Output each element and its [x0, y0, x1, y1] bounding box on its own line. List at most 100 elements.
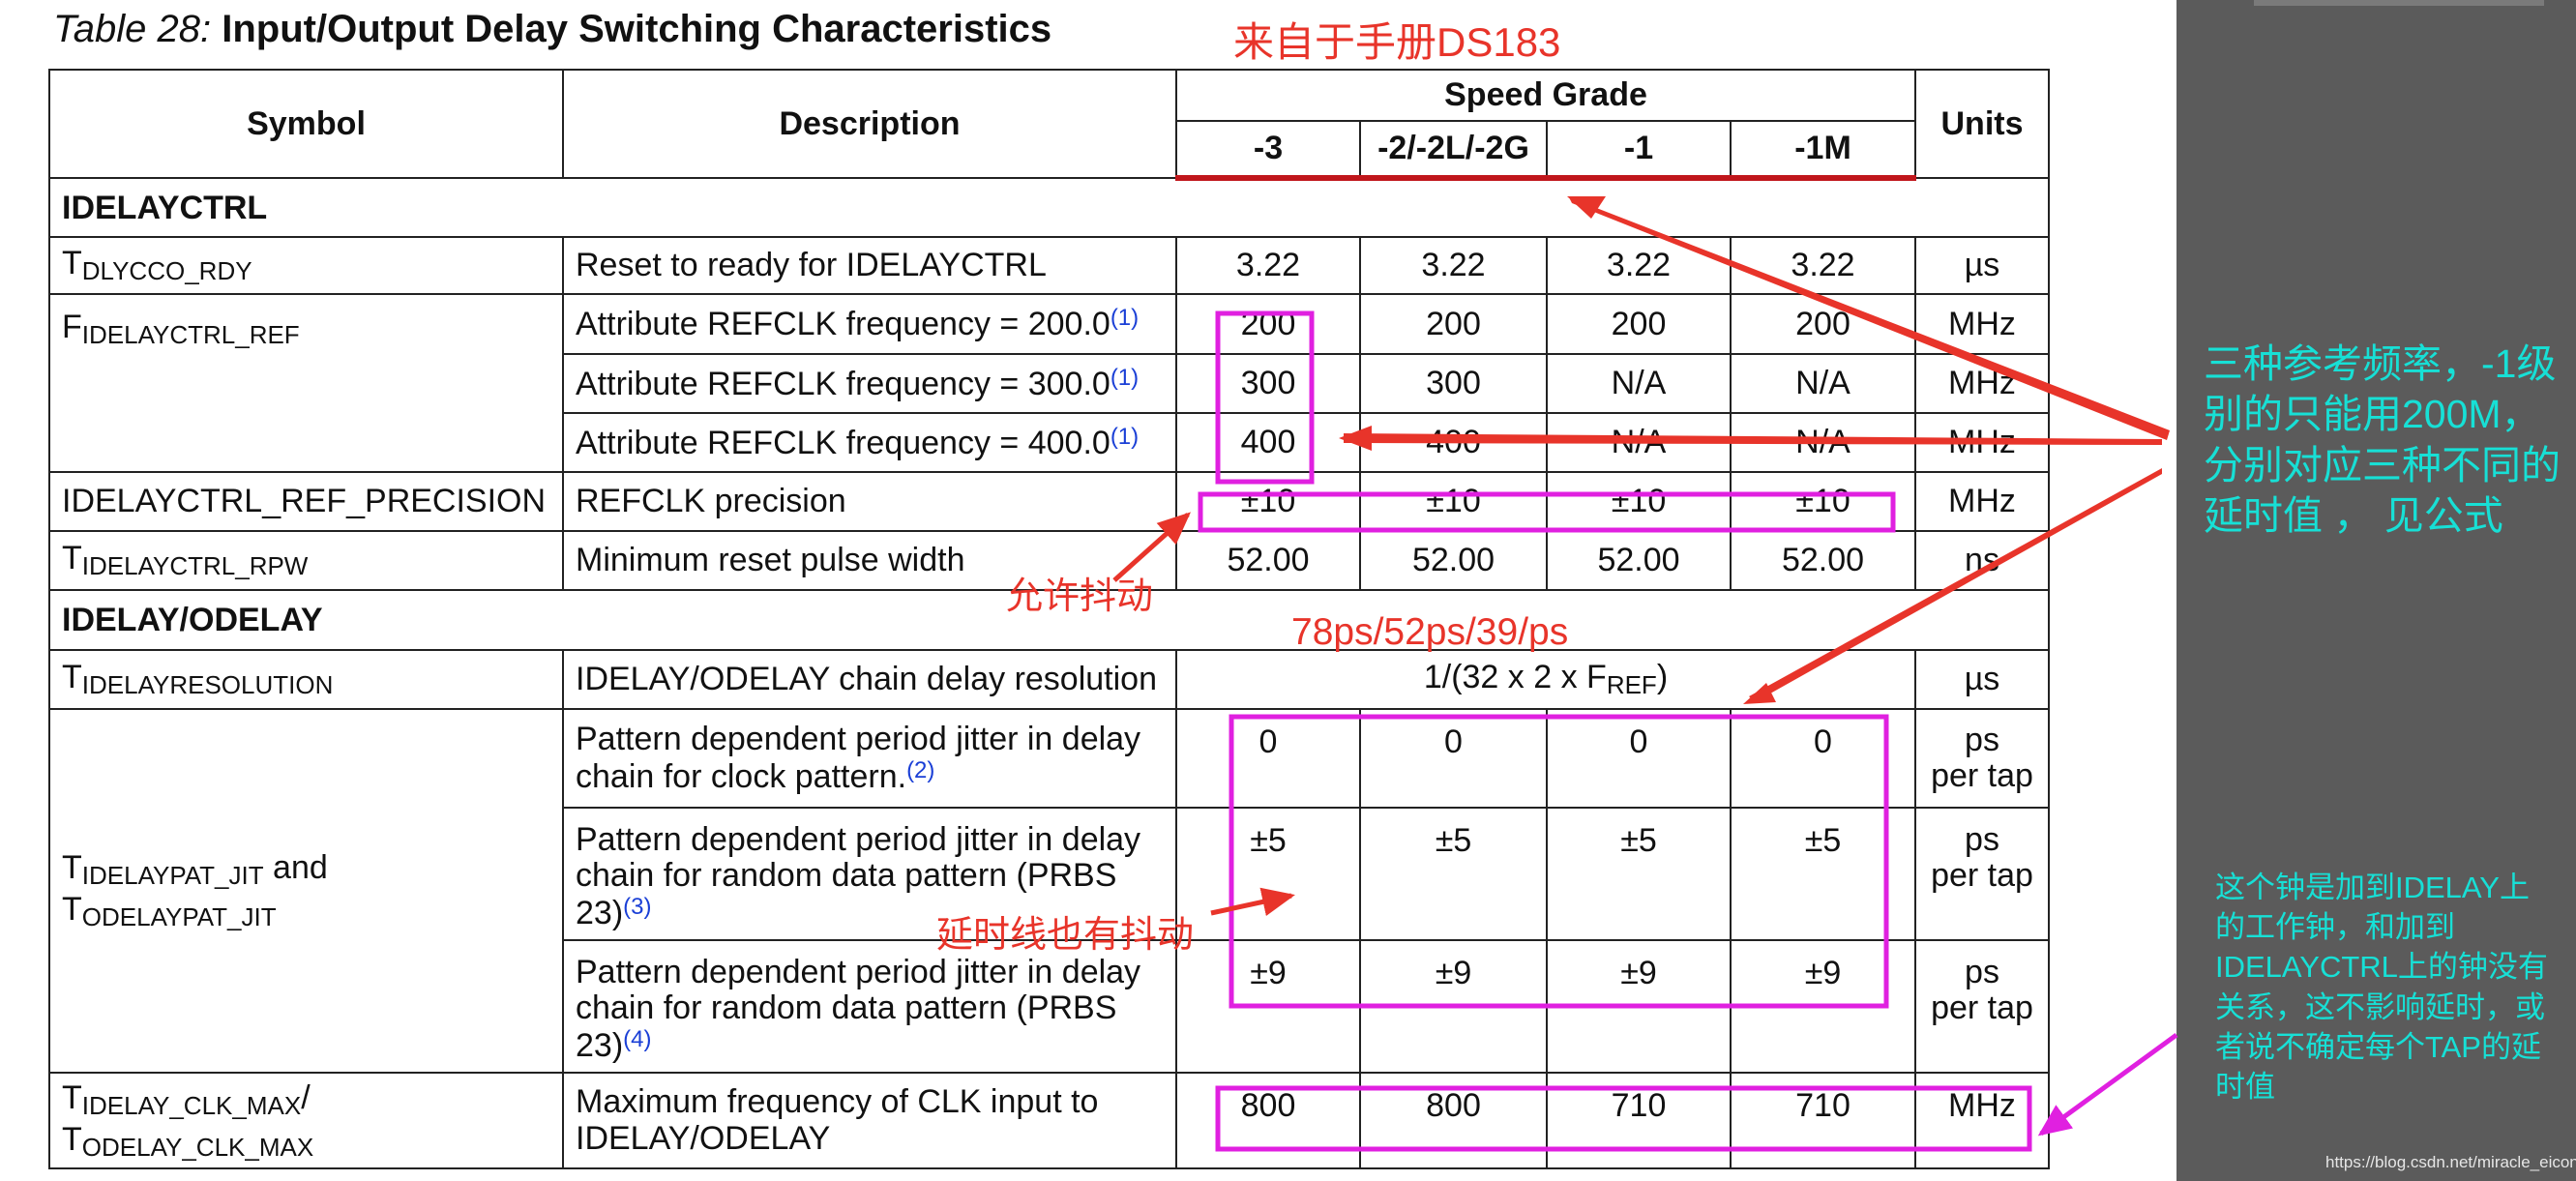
- header-grade: -1M: [1730, 120, 1916, 181]
- header-grade: -1: [1546, 120, 1732, 181]
- delay-values-annotation: 78ps/52ps/39/ps: [1291, 611, 1569, 653]
- value-cell: N/A: [1546, 353, 1732, 414]
- symbol-cell: IDELAYCTRL_REF_PRECISION: [48, 471, 564, 532]
- arrow-to-formula-head: [1743, 683, 1776, 704]
- description-cell: Pattern dependent period jitter in delay…: [562, 939, 1177, 1074]
- description-cell: Pattern dependent period jitter in delay…: [562, 807, 1177, 941]
- arrow-to-speed-grade-head: [1567, 196, 1606, 219]
- table-row: Attribute REFCLK frequency = 300.0(1) 30…: [49, 353, 2050, 414]
- footnote-ref: (1): [1110, 364, 1140, 391]
- source-annotation: 来自于手册DS183: [1233, 19, 1561, 65]
- value-cell: ±10: [1175, 471, 1361, 532]
- arrow-to-jitter-box: [1210, 887, 1295, 917]
- header-row-top: Symbol Description Speed Grade Units: [48, 69, 2050, 179]
- table-number: Table 28:: [53, 8, 212, 50]
- value-cell: 300: [1359, 353, 1548, 414]
- description-cell: Maximum frequency of CLK input to IDELAY…: [562, 1072, 1177, 1169]
- description-cell: Attribute REFCLK frequency = 300.0(1): [562, 353, 1177, 414]
- value-cell: 0: [1359, 708, 1548, 809]
- header-grade: -2/-2L/-2G: [1359, 120, 1548, 181]
- value-cell: ±5: [1175, 807, 1361, 941]
- clk-annotation: 这个钟是加到IDELAY上的工作钟，和加到IDELAYCTRL上的钟没有关系，这…: [2215, 871, 2548, 1105]
- unit-cell: ps per tap: [1914, 939, 2050, 1074]
- table-row: TDLYCCO_RDY Reset to ready for IDELAYCTR…: [48, 236, 2050, 295]
- value-cell: ±10: [1359, 471, 1548, 532]
- panel-top-strip: [2254, 0, 2544, 6]
- arrow-to-ref-values-head: [1339, 426, 1372, 451]
- highlight-box-clk-max: [1215, 1085, 2032, 1152]
- header-units: Units: [1914, 69, 2050, 179]
- arrow-to-precision: [1112, 512, 1191, 582]
- table-row: FIDELAYCTRL_REF Attribute REFCLK frequen…: [48, 293, 2050, 473]
- section-idelayctrl: IDELAYCTRL: [48, 177, 2050, 238]
- description-cell: REFCLK precision: [562, 471, 1177, 532]
- unit-cell: ps per tap: [1914, 807, 2050, 941]
- symbol-cell: TIDELAYRESOLUTION: [48, 649, 564, 710]
- table-title-text: Input/Output Delay Switching Characteris…: [222, 8, 1052, 50]
- value-cell: N/A: [1730, 353, 1916, 414]
- highlight-box-jitter: [1229, 714, 1889, 1009]
- value-cell: 52.00: [1546, 530, 1732, 591]
- freq-annotation: 三种参考频率，-1级别的只能用200M，分别对应三种不同的延时值 ， 见公式: [2204, 341, 2561, 539]
- table-row: Pattern dependent period jitter in delay…: [49, 807, 2050, 941]
- footnote-ref: (4): [623, 1025, 652, 1052]
- line-jitter-annotation: 延时线也有抖动: [936, 915, 1195, 956]
- header-symbol: Symbol: [48, 69, 564, 179]
- value-cell: 3.22: [1546, 236, 1732, 295]
- highlight-box-precision: [1198, 491, 1896, 533]
- footnote-ref: (1): [1110, 305, 1140, 331]
- header-grade: -3: [1175, 120, 1361, 181]
- table-row: TIDELAYRESOLUTION IDELAY/ODELAY chain de…: [48, 649, 2050, 710]
- unit-cell: MHz: [1914, 471, 2050, 532]
- table-row: TIDELAYCTRL_RPW Minimum reset pulse widt…: [48, 530, 2050, 591]
- description-cell: Pattern dependent period jitter in delay…: [562, 708, 1177, 809]
- symbol-cell: FIDELAYCTRL_REF: [48, 293, 564, 473]
- value-cell: ±10: [1730, 471, 1916, 532]
- value-cell: 200: [1359, 293, 1548, 355]
- unit-cell: ns: [1914, 530, 2050, 591]
- spec-table: Symbol Description Speed Grade Units -3 …: [48, 69, 2050, 1169]
- description-cell: IDELAY/ODELAY chain delay resolution: [562, 649, 1177, 710]
- description-cell: Attribute REFCLK frequency = 400.0(1): [562, 412, 1177, 473]
- value-cell: 200: [1175, 293, 1361, 355]
- symbol-cell: TDLYCCO_RDY: [48, 236, 564, 295]
- highlight-box-ref-freq: [1215, 310, 1315, 485]
- arrow-to-ref-values: [1344, 433, 2162, 445]
- unit-cell: ps per tap: [1914, 708, 2050, 809]
- footnote-ref: (1): [1110, 423, 1140, 450]
- annotation-panel: [2176, 0, 2576, 1181]
- value-cell: ±5: [1359, 807, 1548, 941]
- section-row: IDELAY/ODELAY: [48, 589, 2050, 651]
- header-description: Description: [562, 69, 1177, 179]
- section-row: IDELAYCTRL: [48, 177, 2050, 238]
- symbol-cell: TIDELAYCTRL_RPW: [48, 530, 564, 591]
- value-cell: 400: [1175, 412, 1361, 473]
- value-cell: 0: [1175, 708, 1361, 809]
- value-cell: 200: [1546, 293, 1732, 355]
- table-row: TIDELAYPAT_JIT and TODELAYPAT_JIT Patter…: [48, 708, 2050, 1074]
- table-row: IDELAYCTRL_REF_PRECISION REFCLK precisio…: [48, 471, 2050, 532]
- value-cell: ±5: [1546, 807, 1732, 941]
- footnote-ref: (3): [623, 893, 652, 920]
- symbol-cell: TIDELAY_CLK_MAX/ TODELAY_CLK_MAX: [48, 1072, 564, 1169]
- table-row: TIDELAY_CLK_MAX/ TODELAY_CLK_MAX Maximum…: [48, 1072, 2050, 1169]
- jitter-annotation: 允许抖动: [1006, 576, 1154, 617]
- header-speed-grade: Speed Grade: [1175, 69, 1916, 122]
- table-title: Table 28: Input/Output Delay Switching C…: [53, 8, 1051, 51]
- section-idelay-odelay: IDELAY/ODELAY: [48, 589, 2050, 651]
- value-cell: 3.22: [1175, 236, 1361, 295]
- arrow-to-clk-max: [2037, 1032, 2178, 1137]
- value-cell: ±10: [1546, 471, 1732, 532]
- value-cell: 300: [1175, 353, 1361, 414]
- value-cell: 3.22: [1359, 236, 1548, 295]
- description-cell: Reset to ready for IDELAYCTRL: [562, 236, 1177, 295]
- footnote-ref: (2): [906, 756, 935, 783]
- symbol-cell: TIDELAYPAT_JIT and TODELAYPAT_JIT: [48, 708, 564, 1074]
- value-cell: 3.22: [1730, 236, 1916, 295]
- unit-cell: µs: [1914, 236, 2050, 295]
- description-cell: Attribute REFCLK frequency = 200.0(1): [562, 293, 1177, 355]
- header-row-grades: -3 -2/-2L/-2G -1 -1M: [49, 120, 2049, 181]
- arrow-to-speed-grade: [1569, 197, 2170, 440]
- arrow-to-formula: [1749, 468, 2162, 702]
